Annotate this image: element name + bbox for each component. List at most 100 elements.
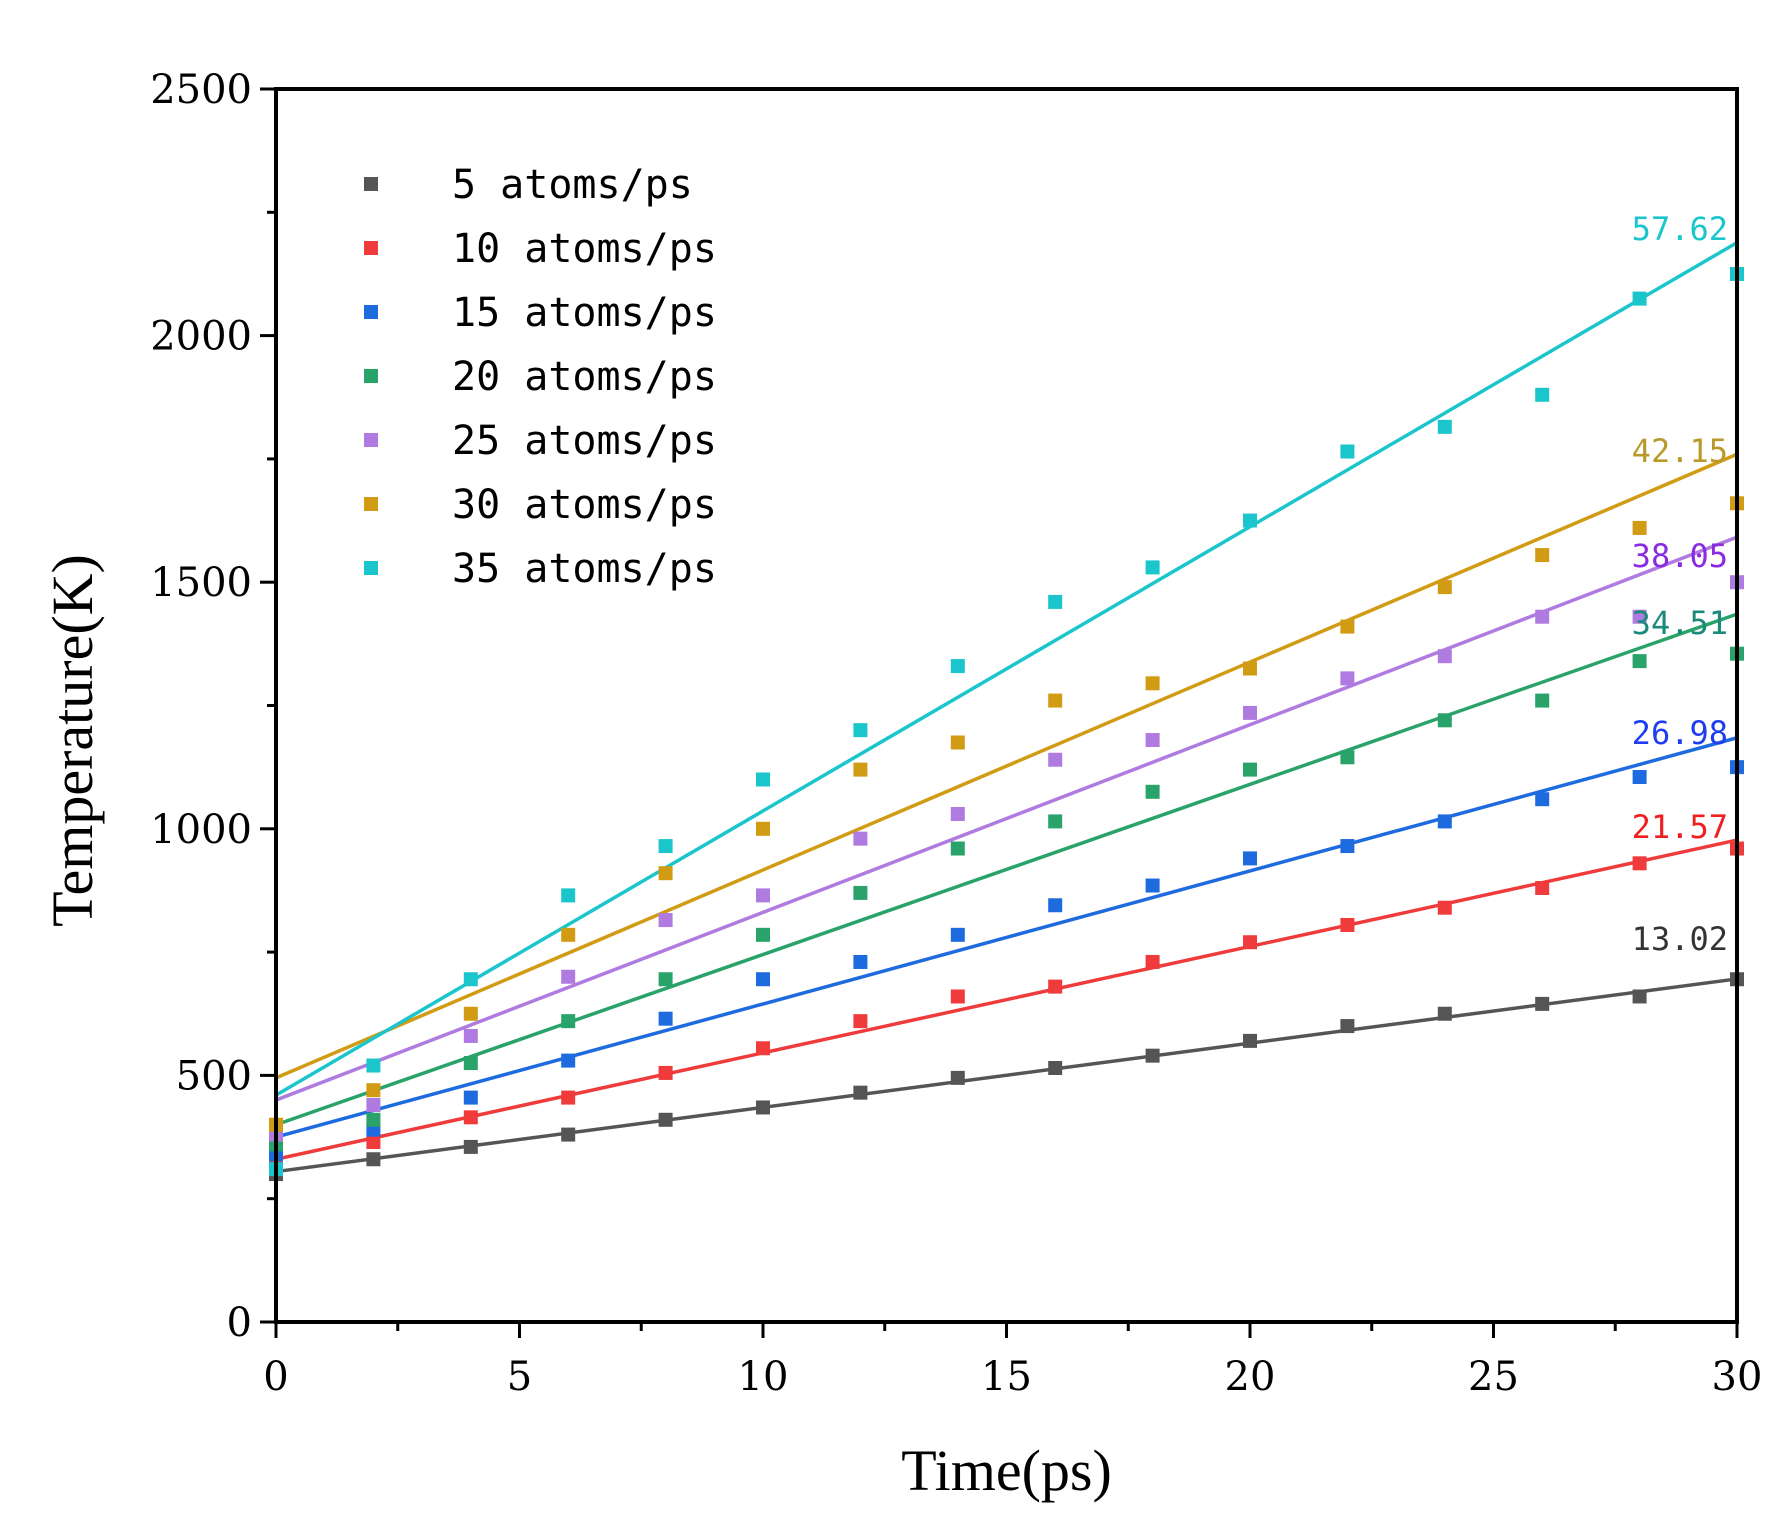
data-point (1535, 693, 1550, 708)
data-point (366, 1058, 381, 1073)
data-point (1243, 661, 1257, 676)
legend-label: 20 atoms/ps (452, 354, 717, 400)
data-point (950, 841, 965, 856)
data-point (756, 927, 770, 942)
data-point (853, 723, 868, 738)
legend-marker (364, 561, 378, 575)
data-point (1340, 917, 1355, 932)
data-point (561, 969, 576, 984)
legend-label: 30 atoms/ps (452, 482, 717, 528)
data-point (950, 989, 965, 1004)
y-tick-label: 2500 (150, 67, 252, 113)
data-point (1145, 784, 1160, 799)
x-tick-label: 5 (507, 1354, 532, 1400)
legend: 5 atoms/ps 10 atoms/ps 15 atoms/ps 20 atoms… (364, 162, 717, 592)
y-axis-title: Temperature(K) (40, 554, 105, 927)
x-axis-title: Time(ps) (901, 1438, 1112, 1503)
data-point (1145, 733, 1160, 748)
data-point (1048, 752, 1063, 767)
data-point (366, 1112, 381, 1127)
data-point (1145, 560, 1160, 575)
fit-line (275, 535, 1738, 1102)
slope-label: 38.05 (1632, 537, 1728, 575)
data-point (561, 1090, 576, 1105)
x-tick-label: 0 (263, 1354, 288, 1400)
slope-label: 34.51 (1632, 604, 1728, 642)
data-point (1437, 900, 1452, 915)
data-point (1048, 979, 1063, 994)
data-point (1535, 387, 1550, 402)
data-point (561, 1014, 576, 1029)
data-point (1048, 594, 1063, 609)
data-point (1243, 705, 1257, 720)
data-point (463, 972, 478, 987)
data-point (756, 821, 770, 836)
y-tick-label: 1000 (150, 807, 252, 853)
data-point (658, 913, 673, 928)
fit-line (275, 452, 1738, 1080)
data-point (1632, 520, 1647, 535)
data-point (1535, 609, 1550, 624)
data-point (366, 1097, 381, 1112)
legend-label: 15 atoms/ps (452, 290, 717, 336)
data-point (1535, 792, 1550, 807)
data-point (853, 831, 868, 846)
data-point (1632, 989, 1647, 1004)
slope-label: 26.98 (1632, 714, 1728, 752)
data-point (853, 954, 868, 969)
data-point (1145, 676, 1160, 691)
data-point (950, 927, 965, 942)
legend-marker (364, 369, 378, 383)
data-point (366, 1083, 381, 1098)
data-point (1437, 649, 1452, 664)
data-point (756, 972, 770, 987)
data-point (1048, 1061, 1063, 1076)
slope-label: 13.02 (1632, 920, 1728, 958)
y-tick-label: 1500 (150, 560, 252, 606)
x-tick-label: 25 (1468, 1354, 1519, 1400)
data-point (1437, 713, 1452, 728)
x-tick-label: 15 (981, 1354, 1032, 1400)
data-point (756, 772, 770, 787)
data-point (1632, 654, 1647, 669)
data-point (1048, 898, 1063, 913)
fit-line (275, 977, 1738, 1174)
fit-lines (275, 241, 1738, 1174)
data-point (463, 1110, 478, 1125)
data-point (658, 1065, 673, 1080)
data-point (463, 1028, 478, 1043)
slope-label: 21.57 (1632, 808, 1728, 846)
data-point (1437, 1006, 1452, 1021)
data-point (1437, 580, 1452, 595)
data-point (561, 888, 576, 903)
slope-labels: 13.02 21.57 26.98 34.51 38.05 42.15 57.62 (1632, 210, 1728, 958)
data-point (658, 839, 673, 854)
x-tick-label: 20 (1225, 1354, 1276, 1400)
data-point (1340, 839, 1355, 854)
data-point (1437, 814, 1452, 829)
fit-line (275, 736, 1738, 1139)
data-point (950, 1070, 965, 1085)
x-tick-label: 10 (738, 1354, 789, 1400)
data-point (658, 866, 673, 881)
data-point (853, 1014, 868, 1029)
legend-marker (364, 305, 378, 319)
data-point (561, 927, 576, 942)
data-point (1632, 609, 1647, 624)
data-point (1243, 513, 1257, 528)
data-point (1632, 770, 1647, 785)
axes: 0 5 10 15 20 25 30 0 500 1000 1500 2000 2500 (150, 67, 1762, 1400)
fit-line (275, 612, 1738, 1127)
fit-line (275, 838, 1738, 1161)
data-point (1535, 996, 1550, 1011)
data-point (463, 1056, 478, 1071)
data-point (853, 762, 868, 777)
legend-marker (364, 177, 378, 191)
data-point (853, 1085, 868, 1100)
legend-marker (364, 497, 378, 511)
data-point (1243, 762, 1257, 777)
data-point (658, 1011, 673, 1026)
data-point (1340, 671, 1355, 686)
legend-label: 35 atoms/ps (452, 546, 717, 592)
